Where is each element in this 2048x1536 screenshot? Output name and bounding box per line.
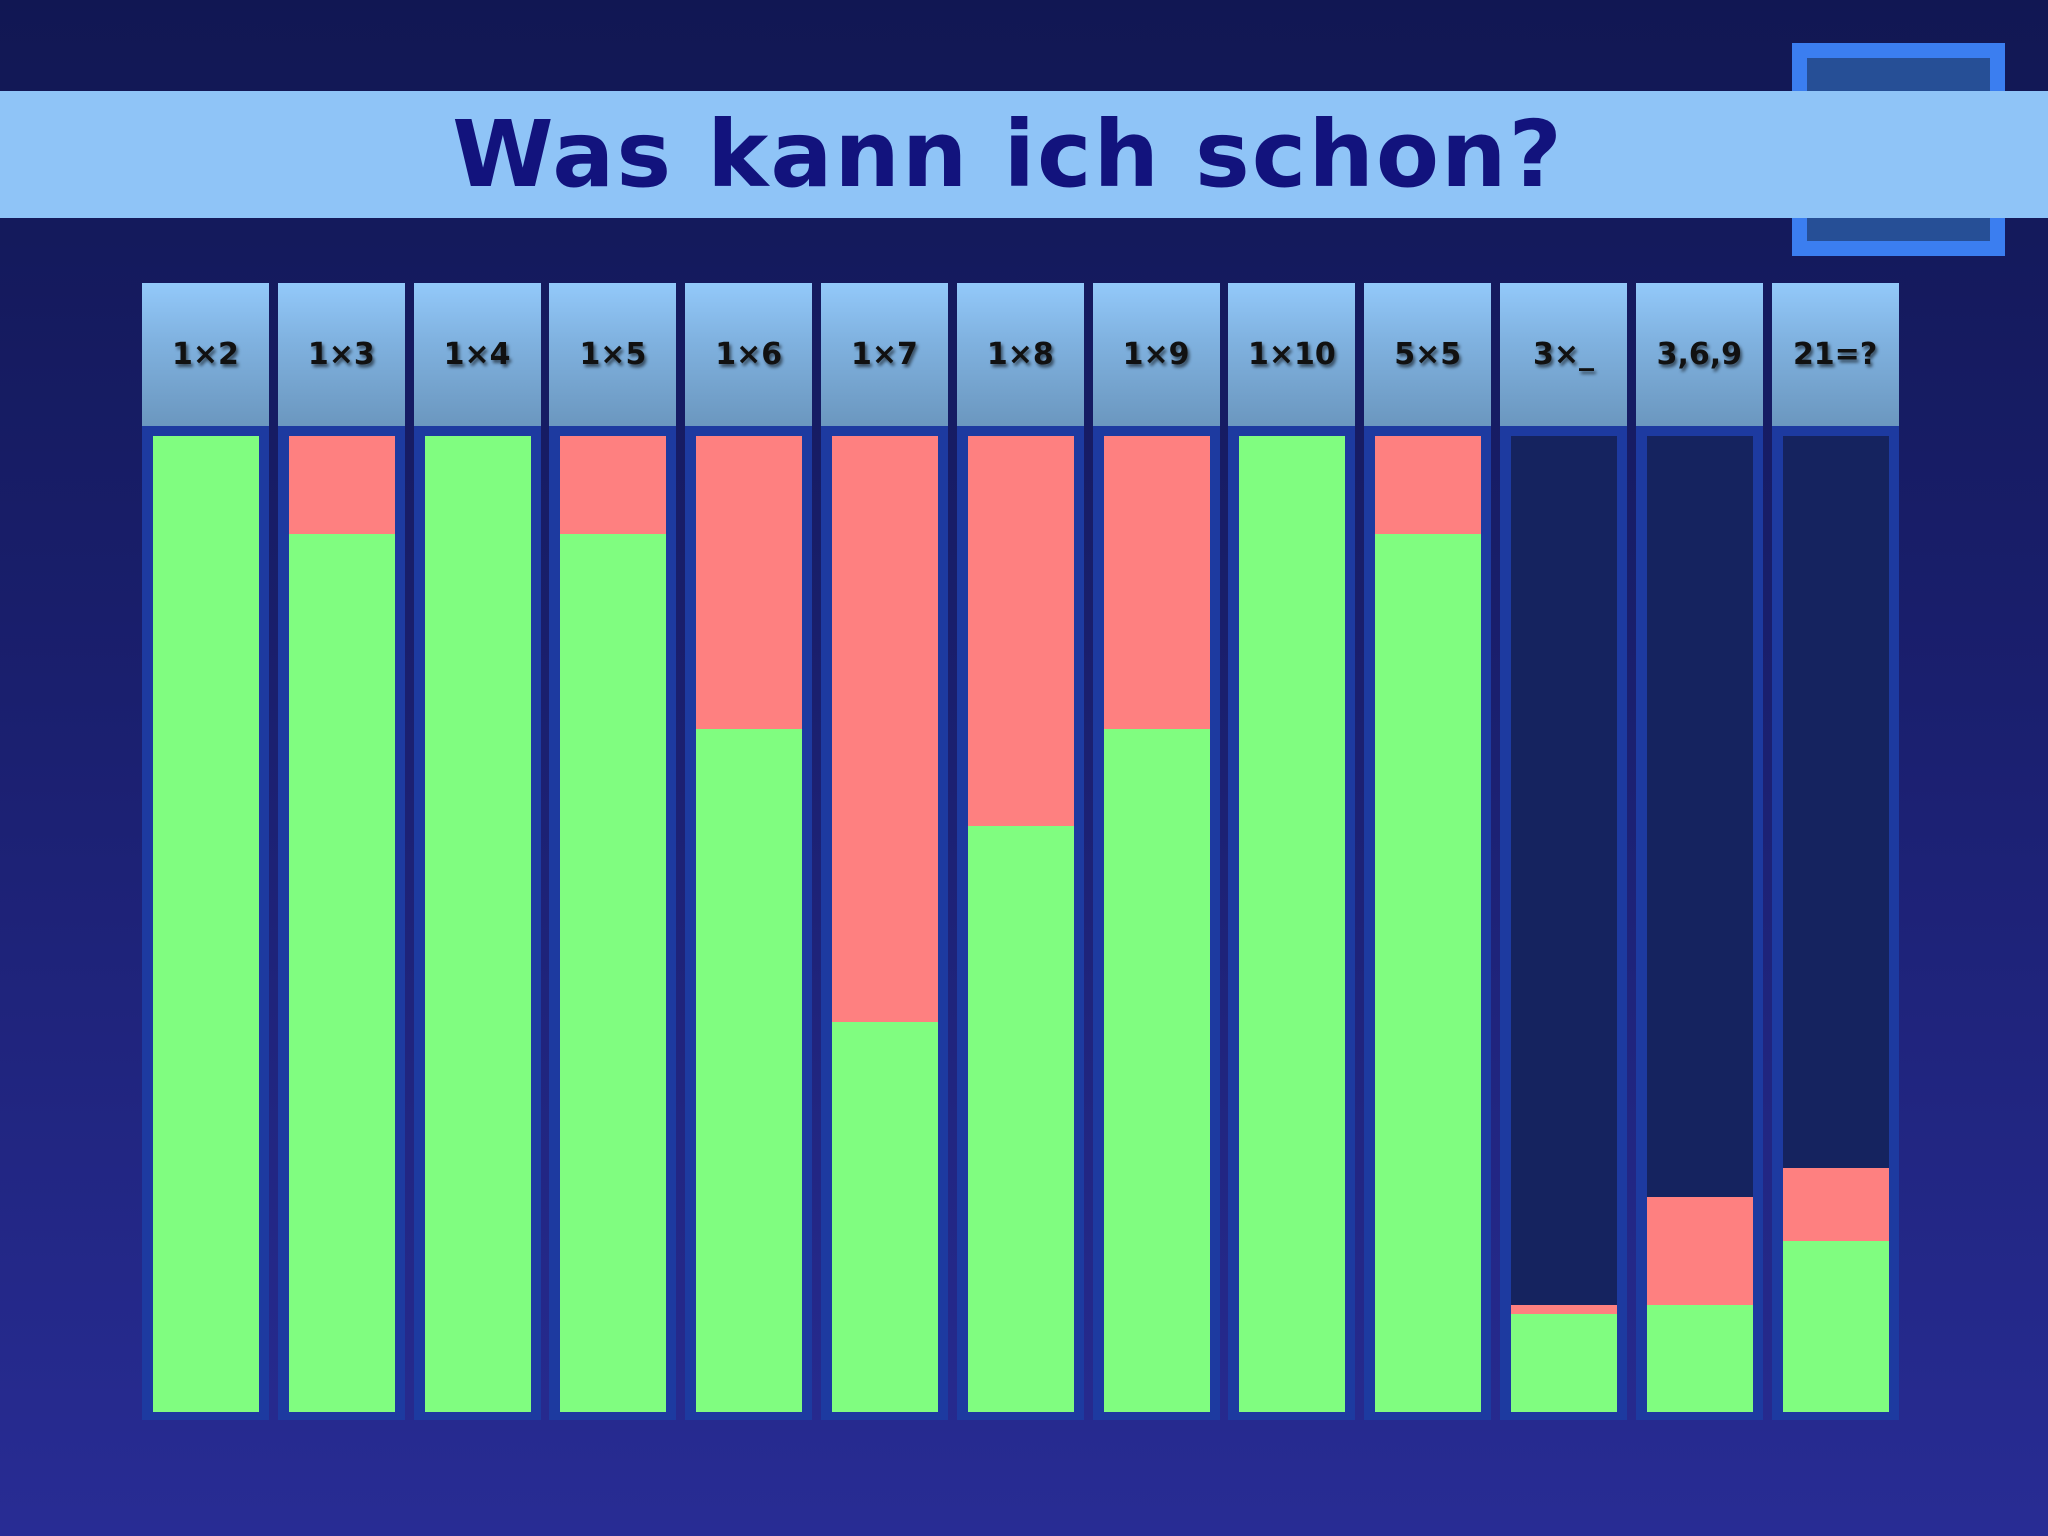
bar-segment-known [832, 1021, 938, 1412]
category-label: 3,6,9 [1635, 283, 1763, 426]
category-label: 1×2 [142, 283, 269, 426]
bar-column: 1×3 [277, 283, 405, 1420]
bar-segment-known [1646, 1304, 1753, 1412]
bar-segment-unknown [1511, 1304, 1617, 1315]
bar-segment-known [1375, 533, 1482, 1412]
page-title: Was kann ich schon? [452, 101, 1564, 208]
bar-segment-unknown [560, 436, 667, 534]
bar-segment-unknown [832, 436, 938, 1022]
category-label: 1×9 [1092, 283, 1220, 426]
bar-segment-known [560, 533, 667, 1412]
bar-well [1500, 426, 1627, 1420]
bar-segment-unknown [696, 436, 803, 729]
bar-track [560, 436, 667, 1412]
bar-segment-unknown [1782, 1168, 1889, 1242]
category-label: 1×5 [549, 283, 677, 426]
bar-segment-unknown [1375, 436, 1482, 534]
bar-segment-unknown [1646, 1197, 1753, 1305]
bar-track [967, 436, 1074, 1412]
bar-segment-known [424, 436, 531, 1412]
bar-well [956, 426, 1084, 1420]
category-label: 1×10 [1228, 283, 1356, 426]
category-label: 5×5 [1364, 283, 1492, 426]
bar-column: 1×8 [956, 283, 1084, 1420]
bar-segment-known [1782, 1241, 1889, 1412]
bar-track [1782, 436, 1889, 1412]
bar-track [1646, 436, 1753, 1412]
bar-well [1228, 426, 1356, 1420]
bar-well [1092, 426, 1220, 1420]
bar-column: 3,6,9 [1635, 283, 1763, 1420]
bar-track [1511, 436, 1617, 1412]
bar-track [1239, 436, 1346, 1412]
category-label: 1×6 [685, 283, 813, 426]
bar-column: 1×5 [549, 283, 677, 1420]
bar-column: 1×6 [685, 283, 813, 1420]
bar-column: 1×7 [821, 283, 948, 1420]
bar-track [153, 436, 259, 1412]
category-label: 1×7 [821, 283, 948, 426]
bar-well [685, 426, 813, 1420]
bar-track [1103, 436, 1210, 1412]
bar-segment-unknown [1103, 436, 1210, 729]
bar-well [413, 426, 541, 1420]
bar-segment-known [1103, 728, 1210, 1412]
bar-segment-known [153, 436, 259, 1412]
bar-well [277, 426, 405, 1420]
bar-well [549, 426, 677, 1420]
category-label: 1×3 [277, 283, 405, 426]
bar-track [288, 436, 395, 1412]
bar-segment-known [1511, 1314, 1617, 1412]
category-label: 21=? [1771, 283, 1899, 426]
category-label: 1×8 [956, 283, 1084, 426]
bar-track [424, 436, 531, 1412]
bar-column: 3×_ [1500, 283, 1627, 1420]
bar-segment-known [967, 826, 1074, 1412]
bar-track [1375, 436, 1482, 1412]
bar-well [1635, 426, 1763, 1420]
title-banner: Was kann ich schon? [0, 91, 2048, 218]
category-label: 1×4 [413, 283, 541, 426]
bar-column: 1×9 [1092, 283, 1220, 1420]
bar-well [1771, 426, 1899, 1420]
bar-column: 5×5 [1364, 283, 1492, 1420]
bar-segment-known [696, 728, 803, 1412]
bar-track [832, 436, 938, 1412]
bar-column: 21=? [1771, 283, 1899, 1420]
category-label: 3×_ [1500, 283, 1627, 426]
bar-segment-unknown [967, 436, 1074, 827]
bar-segment-known [288, 533, 395, 1412]
bar-track [696, 436, 803, 1412]
bar-segment-known [1239, 436, 1346, 1412]
bar-segment-unknown [288, 436, 395, 534]
bar-well [142, 426, 269, 1420]
bar-well [1364, 426, 1492, 1420]
bar-well [821, 426, 948, 1420]
bar-column: 1×2 [142, 283, 269, 1420]
bar-column: 1×10 [1228, 283, 1356, 1420]
bar-column: 1×4 [413, 283, 541, 1420]
